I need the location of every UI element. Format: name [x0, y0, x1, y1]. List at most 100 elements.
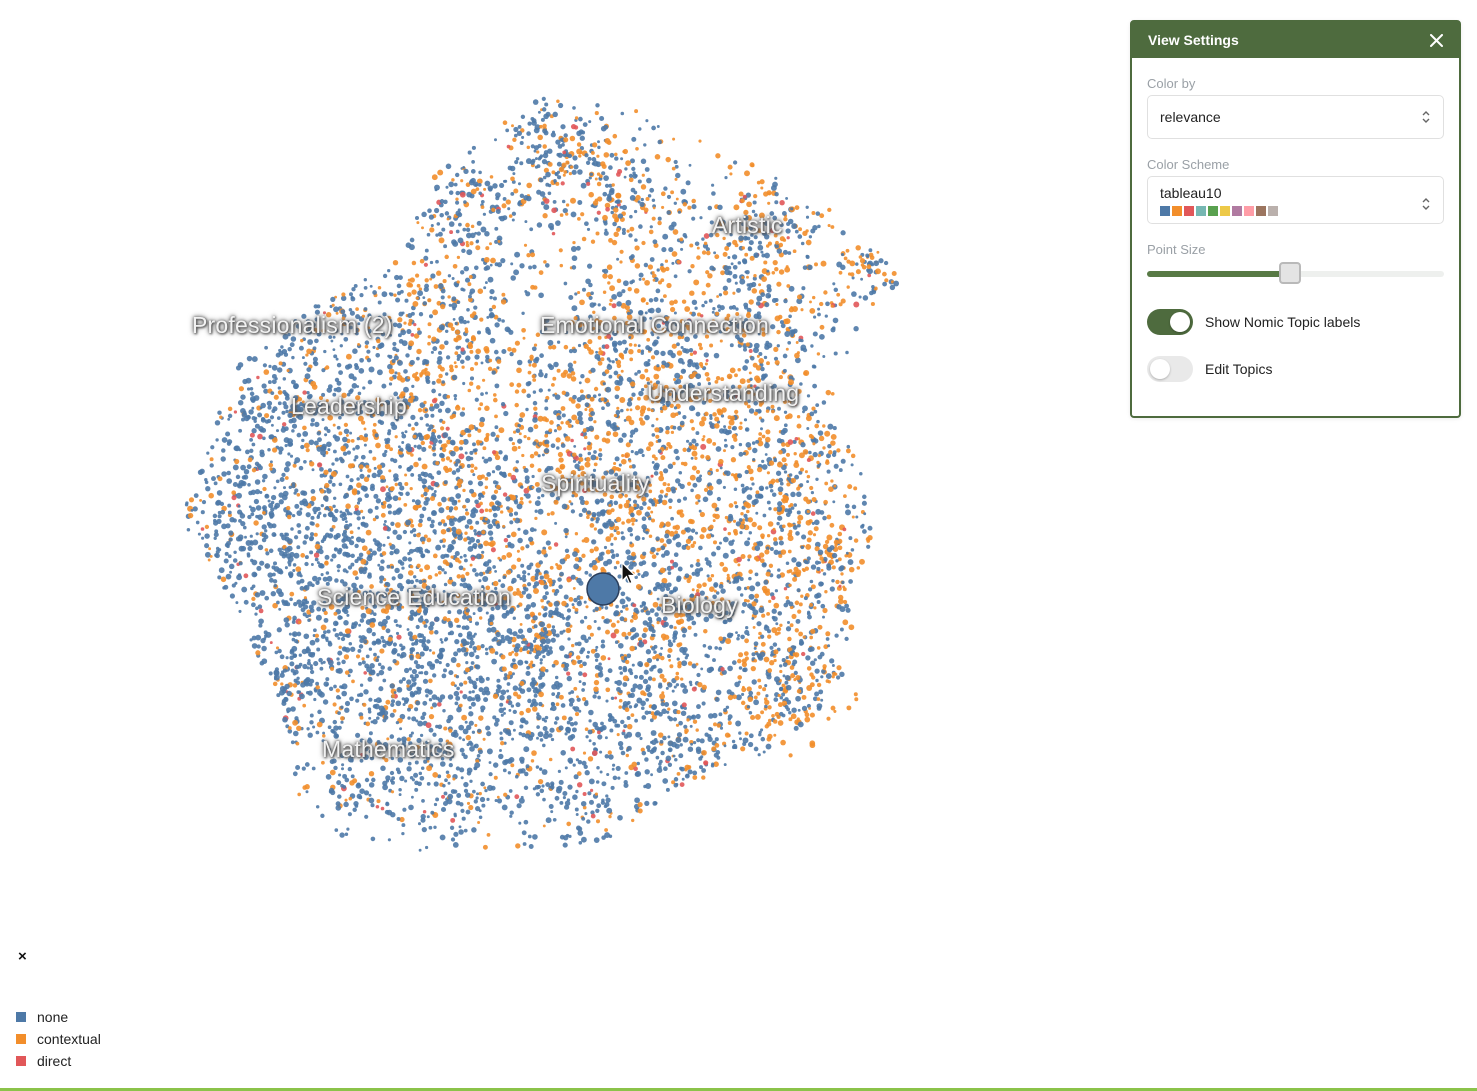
map-point[interactable]: [675, 172, 681, 179]
map-point[interactable]: [377, 315, 382, 321]
map-point[interactable]: [380, 479, 384, 483]
map-point[interactable]: [326, 441, 332, 448]
map-point[interactable]: [709, 467, 713, 472]
map-point[interactable]: [271, 572, 276, 577]
map-point[interactable]: [794, 392, 799, 397]
map-point[interactable]: [559, 213, 564, 217]
map-point[interactable]: [578, 456, 584, 463]
map-point[interactable]: [206, 451, 210, 455]
map-point[interactable]: [673, 274, 678, 279]
map-point[interactable]: [380, 559, 385, 564]
map-point[interactable]: [636, 493, 641, 499]
map-point[interactable]: [221, 471, 227, 477]
map-point[interactable]: [411, 499, 416, 503]
map-point[interactable]: [469, 525, 474, 530]
map-point[interactable]: [305, 319, 311, 324]
map-point[interactable]: [707, 471, 711, 476]
map-point[interactable]: [724, 515, 729, 520]
map-point[interactable]: [796, 510, 801, 515]
map-point[interactable]: [787, 535, 794, 542]
map-point[interactable]: [475, 245, 481, 251]
map-point[interactable]: [830, 391, 835, 396]
map-point[interactable]: [592, 513, 597, 518]
map-point[interactable]: [550, 511, 555, 516]
map-point[interactable]: [634, 238, 638, 242]
map-point[interactable]: [391, 358, 396, 364]
map-point[interactable]: [876, 250, 880, 254]
map-point[interactable]: [312, 346, 317, 351]
map-point[interactable]: [695, 493, 701, 500]
map-point[interactable]: [553, 499, 559, 505]
map-point[interactable]: [402, 556, 408, 562]
map-point[interactable]: [816, 460, 820, 465]
map-point[interactable]: [227, 510, 232, 515]
map-point[interactable]: [518, 432, 522, 436]
map-point[interactable]: [467, 150, 472, 155]
map-point[interactable]: [492, 183, 498, 189]
map-point[interactable]: [387, 363, 393, 370]
map-point[interactable]: [342, 606, 348, 612]
map-point[interactable]: [620, 369, 624, 373]
map-point[interactable]: [256, 405, 262, 411]
map-point[interactable]: [340, 636, 346, 642]
map-point[interactable]: [201, 500, 207, 505]
map-point[interactable]: [670, 190, 675, 195]
map-point[interactable]: [456, 574, 462, 579]
map-point[interactable]: [807, 264, 813, 270]
map-point[interactable]: [565, 160, 570, 165]
map-point[interactable]: [772, 383, 777, 389]
map-point[interactable]: [303, 534, 309, 540]
map-point[interactable]: [397, 372, 401, 376]
map-point[interactable]: [440, 426, 445, 431]
map-point[interactable]: [838, 566, 844, 572]
map-point[interactable]: [261, 524, 267, 530]
map-point[interactable]: [224, 543, 229, 548]
map-point[interactable]: [413, 533, 417, 538]
map-point[interactable]: [588, 191, 594, 198]
map-point[interactable]: [339, 399, 345, 405]
map-point[interactable]: [591, 559, 597, 566]
map-point[interactable]: [410, 453, 414, 457]
map-point[interactable]: [388, 469, 392, 473]
map-point[interactable]: [474, 265, 479, 271]
map-point[interactable]: [411, 289, 417, 295]
map-point[interactable]: [460, 347, 465, 352]
map-point[interactable]: [430, 273, 436, 279]
map-point[interactable]: [666, 538, 672, 545]
map-point[interactable]: [397, 445, 401, 449]
map-point[interactable]: [466, 191, 472, 198]
map-point[interactable]: [770, 324, 776, 330]
map-point[interactable]: [541, 549, 547, 555]
map-point[interactable]: [614, 156, 619, 161]
map-point[interactable]: [744, 401, 749, 406]
map-point[interactable]: [306, 367, 312, 372]
map-point[interactable]: [237, 504, 241, 508]
map-point[interactable]: [764, 221, 769, 226]
map-point[interactable]: [452, 240, 459, 247]
map-point[interactable]: [592, 394, 597, 399]
map-point[interactable]: [573, 444, 577, 448]
map-point[interactable]: [665, 486, 672, 493]
map-point[interactable]: [811, 211, 816, 215]
map-point[interactable]: [591, 539, 597, 545]
map-point[interactable]: [782, 353, 788, 359]
map-point[interactable]: [649, 187, 655, 193]
map-point[interactable]: [629, 482, 635, 488]
map-point[interactable]: [756, 466, 763, 473]
map-point[interactable]: [492, 393, 497, 397]
map-point[interactable]: [746, 465, 751, 470]
map-point[interactable]: [634, 245, 640, 251]
map-point[interactable]: [684, 306, 691, 312]
map-point[interactable]: [778, 450, 783, 455]
map-point[interactable]: [394, 415, 400, 421]
map-point[interactable]: [249, 387, 254, 391]
map-point[interactable]: [300, 444, 305, 450]
map-point[interactable]: [211, 476, 216, 482]
map-point[interactable]: [382, 273, 388, 279]
map-point[interactable]: [278, 361, 283, 366]
map-point[interactable]: [496, 359, 502, 364]
map-point[interactable]: [589, 396, 595, 402]
map-point[interactable]: [644, 368, 649, 373]
map-point[interactable]: [611, 303, 617, 309]
map-point[interactable]: [616, 278, 622, 284]
